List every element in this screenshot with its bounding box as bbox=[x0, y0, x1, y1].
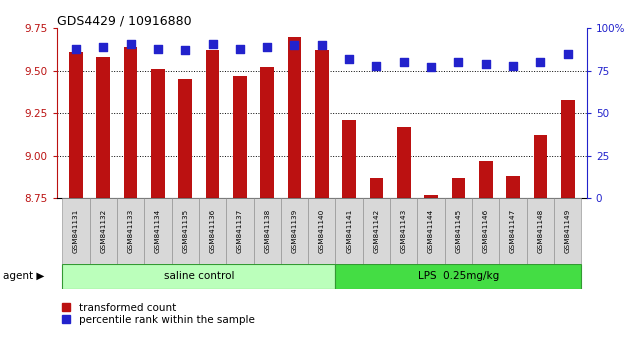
Bar bbox=[336, 198, 363, 264]
Bar bbox=[527, 198, 554, 264]
Text: GSM841146: GSM841146 bbox=[483, 209, 489, 253]
Bar bbox=[370, 178, 383, 198]
Bar bbox=[445, 198, 472, 264]
Bar bbox=[226, 198, 254, 264]
Text: GSM841143: GSM841143 bbox=[401, 209, 407, 253]
Point bbox=[372, 63, 382, 69]
Bar bbox=[424, 195, 438, 198]
Bar bbox=[117, 198, 144, 264]
Bar bbox=[281, 198, 308, 264]
Bar bbox=[172, 198, 199, 264]
Text: GSM841133: GSM841133 bbox=[127, 209, 134, 253]
Bar bbox=[206, 50, 220, 198]
Bar bbox=[124, 47, 138, 198]
Point bbox=[426, 64, 436, 70]
Bar bbox=[554, 198, 581, 264]
Text: GSM841149: GSM841149 bbox=[565, 209, 570, 253]
Bar bbox=[62, 264, 336, 289]
Bar bbox=[90, 198, 117, 264]
Bar bbox=[199, 198, 226, 264]
Point bbox=[235, 46, 245, 52]
Text: GSM841141: GSM841141 bbox=[346, 209, 352, 253]
Text: saline control: saline control bbox=[163, 271, 234, 281]
Bar bbox=[233, 76, 247, 198]
Bar bbox=[472, 198, 499, 264]
Text: GSM841138: GSM841138 bbox=[264, 209, 270, 253]
Legend: transformed count, percentile rank within the sample: transformed count, percentile rank withi… bbox=[62, 303, 254, 325]
Bar bbox=[62, 198, 90, 264]
Point bbox=[344, 56, 354, 62]
Bar bbox=[144, 198, 172, 264]
Bar bbox=[534, 135, 547, 198]
Text: GSM841136: GSM841136 bbox=[209, 209, 216, 253]
Point bbox=[535, 59, 545, 65]
Text: agent ▶: agent ▶ bbox=[3, 271, 45, 281]
Bar bbox=[363, 198, 390, 264]
Point bbox=[399, 59, 409, 65]
Bar bbox=[336, 264, 581, 289]
Point bbox=[71, 46, 81, 52]
Bar bbox=[418, 198, 445, 264]
Text: GSM841147: GSM841147 bbox=[510, 209, 516, 253]
Bar bbox=[254, 198, 281, 264]
Point bbox=[563, 51, 573, 57]
Bar bbox=[397, 127, 411, 198]
Bar bbox=[261, 67, 274, 198]
Point bbox=[317, 42, 327, 48]
Text: LPS  0.25mg/kg: LPS 0.25mg/kg bbox=[418, 271, 499, 281]
Point bbox=[508, 63, 518, 69]
Bar bbox=[179, 79, 192, 198]
Text: GSM841135: GSM841135 bbox=[182, 209, 188, 253]
Text: GSM841148: GSM841148 bbox=[538, 209, 543, 253]
Point bbox=[180, 47, 191, 53]
Text: GSM841145: GSM841145 bbox=[456, 209, 461, 253]
Bar bbox=[561, 100, 575, 198]
Bar bbox=[288, 37, 302, 198]
Text: GDS4429 / 10916880: GDS4429 / 10916880 bbox=[57, 14, 191, 27]
Text: GSM841132: GSM841132 bbox=[100, 209, 106, 253]
Point bbox=[453, 59, 463, 65]
Point bbox=[481, 61, 491, 67]
Bar bbox=[69, 52, 83, 198]
Point bbox=[126, 41, 136, 46]
Bar bbox=[315, 50, 329, 198]
Point bbox=[290, 42, 300, 48]
Bar bbox=[97, 57, 110, 198]
Text: GSM841140: GSM841140 bbox=[319, 209, 325, 253]
Point bbox=[262, 44, 272, 50]
Text: GSM841137: GSM841137 bbox=[237, 209, 243, 253]
Bar bbox=[499, 198, 527, 264]
Point bbox=[153, 46, 163, 52]
Bar bbox=[390, 198, 418, 264]
Bar bbox=[479, 161, 493, 198]
Text: GSM841139: GSM841139 bbox=[292, 209, 297, 253]
Point bbox=[98, 44, 109, 50]
Bar bbox=[342, 120, 356, 198]
Text: GSM841142: GSM841142 bbox=[374, 209, 379, 253]
Text: GSM841131: GSM841131 bbox=[73, 209, 79, 253]
Point bbox=[208, 41, 218, 46]
Text: GSM841144: GSM841144 bbox=[428, 209, 434, 253]
Text: GSM841134: GSM841134 bbox=[155, 209, 161, 253]
Bar bbox=[506, 176, 520, 198]
Bar bbox=[151, 69, 165, 198]
Bar bbox=[452, 178, 465, 198]
Bar bbox=[308, 198, 336, 264]
